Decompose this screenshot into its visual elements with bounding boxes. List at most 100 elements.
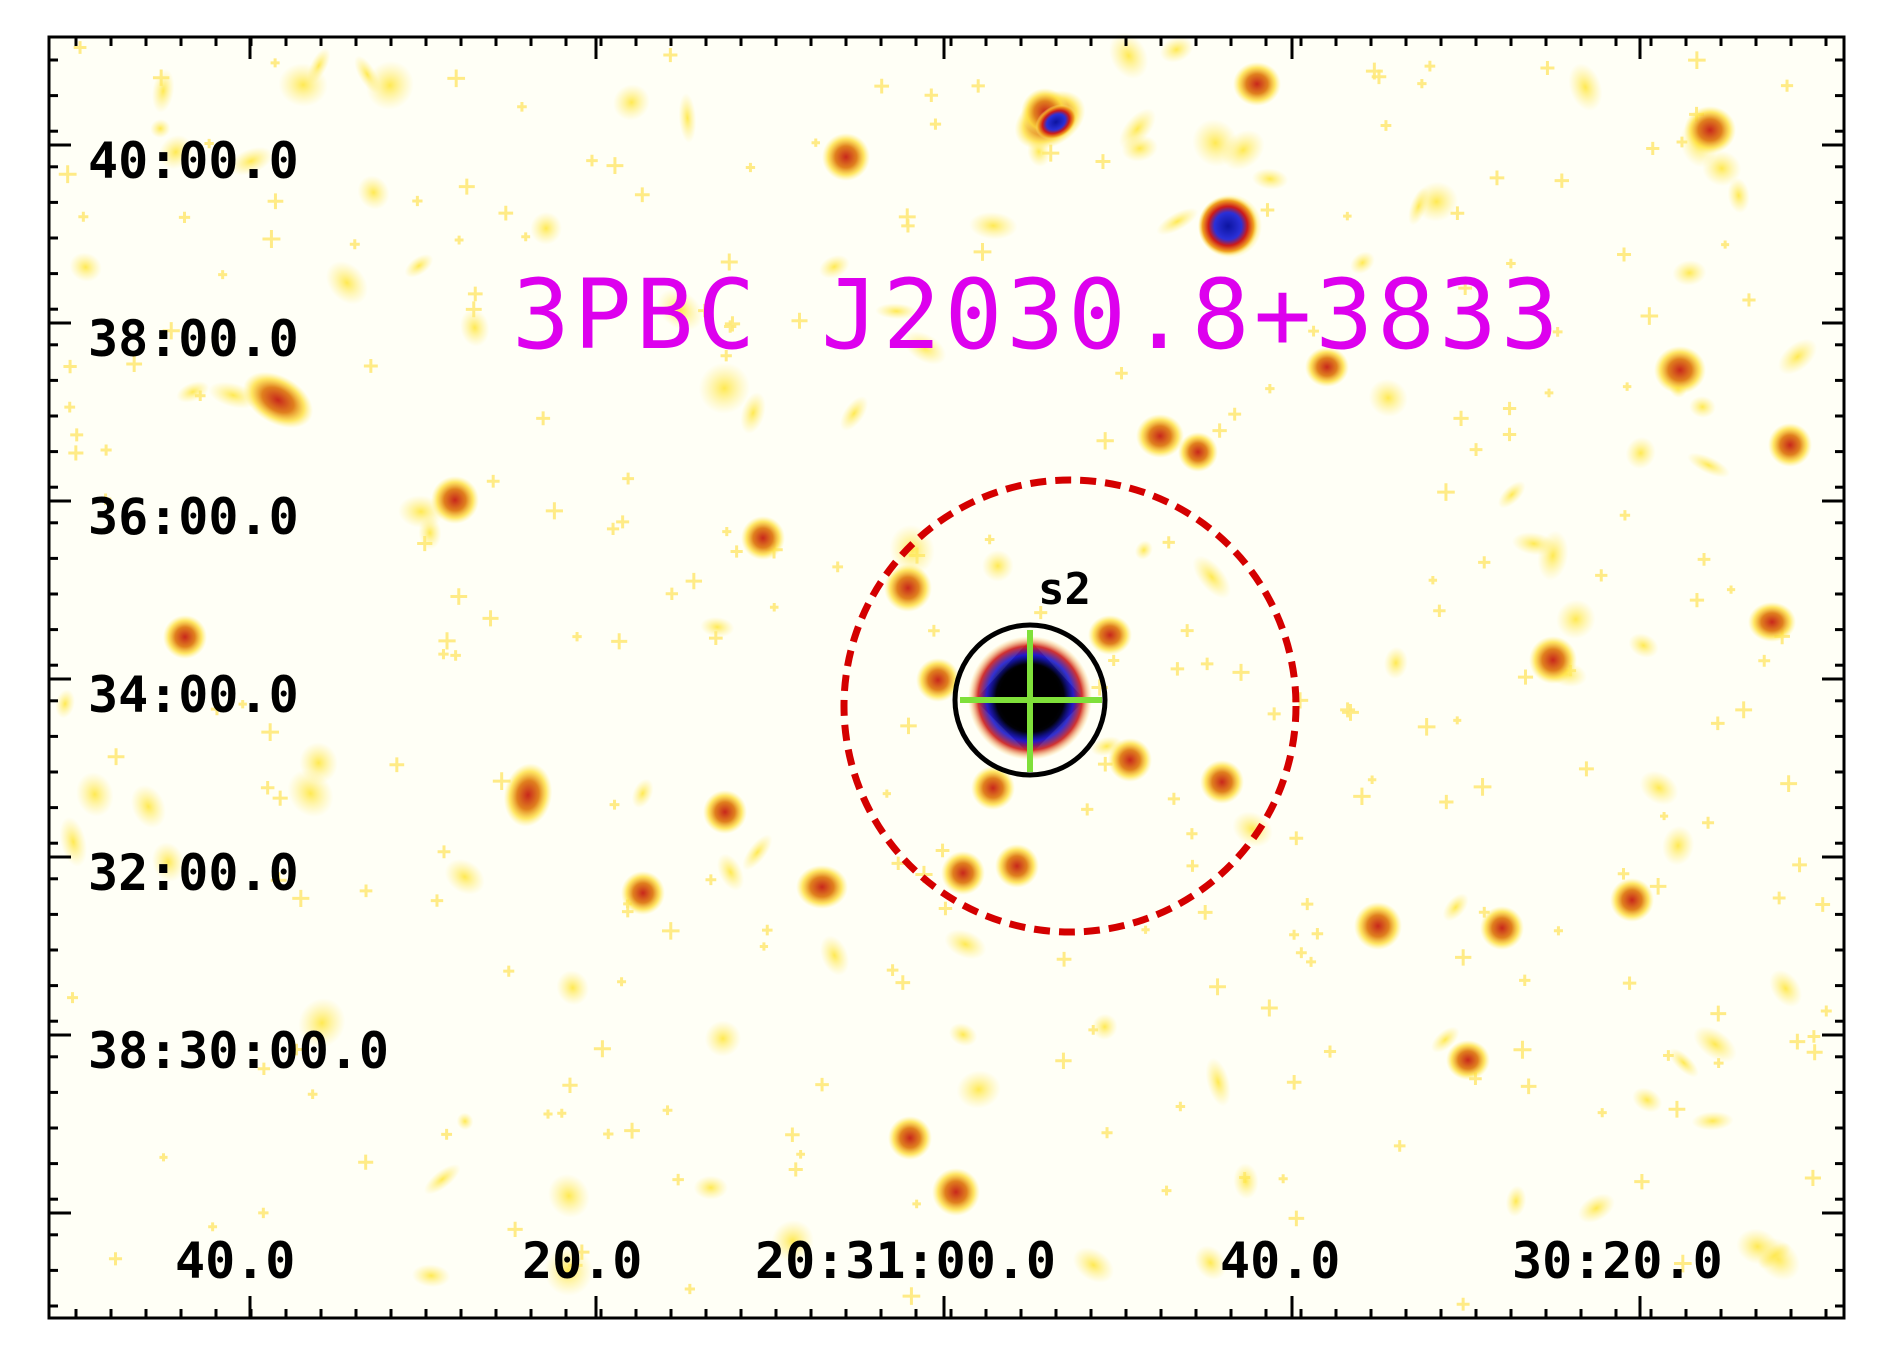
noise-speck <box>611 633 628 650</box>
noise-speck <box>586 154 598 167</box>
faint-blob <box>1383 646 1408 680</box>
noise-speck <box>467 286 483 302</box>
faint-blob <box>404 254 434 278</box>
noise-speck <box>267 193 284 210</box>
bright-source <box>1529 636 1577 684</box>
noise-speck <box>572 631 582 642</box>
noise-speck <box>886 964 899 976</box>
faint-blob <box>819 254 850 279</box>
noise-speck <box>261 723 280 741</box>
noise-speck <box>1689 593 1705 608</box>
noise-speck <box>486 474 500 488</box>
faint-blob <box>1408 187 1430 226</box>
noise-speck <box>430 894 444 907</box>
faint-blob <box>1625 436 1656 470</box>
faint-blob <box>1736 1228 1779 1265</box>
faint-blob <box>903 331 947 365</box>
noise-speck <box>1597 1108 1607 1118</box>
noise-speck <box>815 1077 829 1092</box>
noise-speck <box>1162 536 1175 549</box>
noise-speck <box>1424 60 1436 72</box>
faint-blob <box>278 63 328 107</box>
noise-speck <box>1710 716 1725 731</box>
bright-source <box>1354 902 1402 950</box>
noise-speck <box>1489 170 1505 186</box>
noise-speck <box>270 872 287 889</box>
noise-speck <box>895 975 911 990</box>
noise-speck <box>1804 1169 1821 1187</box>
noise-speck <box>1380 120 1392 131</box>
faint-blob <box>229 146 274 176</box>
noise-speck <box>1265 384 1275 394</box>
noise-speck <box>70 428 84 442</box>
noise-speck <box>1232 663 1250 681</box>
noise-speck <box>1365 62 1383 80</box>
faint-blob <box>657 288 704 331</box>
noise-speck <box>363 359 378 373</box>
noise-speck <box>1649 878 1667 895</box>
noise-speck <box>1697 553 1711 566</box>
noise-speck <box>1343 211 1352 221</box>
noise-speck <box>1056 951 1072 967</box>
noise-speck <box>1646 141 1660 156</box>
noise-speck <box>1306 956 1317 967</box>
noise-speck <box>720 253 738 271</box>
noise-speck <box>1617 868 1630 880</box>
faint-blob <box>325 261 368 305</box>
noise-speck <box>1175 1101 1186 1112</box>
faint-blob <box>1727 177 1750 214</box>
noise-speck <box>901 219 915 233</box>
noise-speck <box>928 624 940 637</box>
noise-speck <box>1469 443 1483 456</box>
noise-speck <box>1622 382 1632 391</box>
faint-blob <box>1556 599 1596 639</box>
noise-speck <box>1260 203 1275 217</box>
y-tick-label: 34:00.0 <box>88 666 299 724</box>
faint-blob <box>1233 1163 1259 1200</box>
x-tick-label: 20.0 <box>522 1232 642 1290</box>
noise-speck <box>1502 401 1517 416</box>
noise-speck <box>450 588 468 605</box>
faint-blob <box>1109 32 1149 80</box>
noise-speck <box>100 444 112 456</box>
noise-speck <box>606 522 620 535</box>
noise-speck <box>108 1252 123 1266</box>
noise-speck <box>1807 1030 1821 1043</box>
bright-source <box>163 615 207 659</box>
noise-speck <box>517 101 527 112</box>
noise-speck <box>73 41 87 54</box>
noise-speck <box>622 472 635 485</box>
noise-speck <box>832 561 844 573</box>
noise-speck <box>482 610 499 627</box>
noise-speck <box>724 320 737 333</box>
faint-blob <box>1778 338 1818 375</box>
noise-speck <box>437 845 451 859</box>
noise-speck <box>1096 432 1114 450</box>
noise-speck <box>458 178 475 195</box>
faint-blob <box>151 842 185 882</box>
y-tick-label: 38:00.0 <box>88 310 299 368</box>
noise-speck <box>1289 929 1300 940</box>
noise-speck <box>971 79 985 93</box>
faint-emission-layer <box>55 32 1832 1311</box>
faint-blob <box>423 1164 461 1195</box>
noise-speck <box>1453 716 1462 725</box>
error-circle <box>840 476 1300 936</box>
noise-speck <box>58 165 77 184</box>
noise-speck <box>1340 702 1356 718</box>
noise-speck <box>1726 585 1736 594</box>
noise-speck <box>1286 1075 1302 1090</box>
noise-speck <box>1170 662 1185 676</box>
noise-speck <box>1200 657 1214 671</box>
noise-speck <box>1595 569 1608 582</box>
noise-speck <box>1735 701 1753 719</box>
source-label: s2 <box>1038 564 1091 615</box>
noise-speck <box>1456 1297 1470 1311</box>
noise-speck <box>1619 510 1631 521</box>
faint-blob <box>1072 1247 1114 1283</box>
faint-blob <box>59 816 87 867</box>
bright-source <box>1446 1040 1490 1080</box>
noise-speck <box>498 205 514 221</box>
noise-speck <box>874 78 890 94</box>
noise-speck <box>1688 51 1706 69</box>
